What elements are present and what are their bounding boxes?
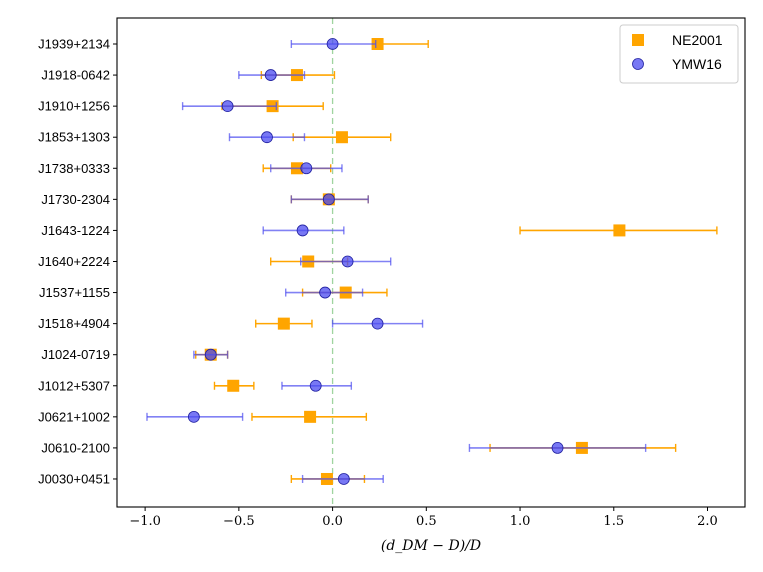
x-tick-label: 0.5 xyxy=(416,514,437,529)
data-point-ymw16 xyxy=(319,286,331,299)
x-axis-label: (d_DM − D)/D xyxy=(381,538,481,554)
legend-marker-ymw16 xyxy=(632,58,644,70)
series-ymw16 xyxy=(146,38,647,485)
data-point-ymw16 xyxy=(204,348,217,361)
y-tick-label: J1939+2134 xyxy=(38,37,110,52)
x-tick-label: −0.5 xyxy=(223,514,255,529)
data-point-ne2001 xyxy=(227,379,240,392)
data-point-ymw16 xyxy=(264,69,277,81)
y-tick-label: J1918-0642 xyxy=(41,68,110,83)
y-tick-label: J1537+1155 xyxy=(39,285,110,300)
data-point-ne2001 xyxy=(277,317,290,330)
y-tick-label: J1518+4904 xyxy=(38,316,110,331)
x-tick-label: 0.0 xyxy=(322,514,343,529)
data-point-ne2001 xyxy=(371,38,384,50)
data-point-ymw16 xyxy=(337,473,350,485)
data-point-ymw16 xyxy=(551,442,564,454)
data-point-ne2001 xyxy=(304,410,317,423)
y-tick-label: J0030+0451 xyxy=(38,471,110,486)
y-tick-label: J0610-2100 xyxy=(41,440,110,455)
legend: NE2001 YMW16 xyxy=(619,24,739,84)
y-tick-label: J1024-0719 xyxy=(41,347,110,362)
legend-label-ne2001: NE2001 xyxy=(672,32,723,48)
data-point-ymw16 xyxy=(187,410,200,423)
data-point-ymw16 xyxy=(221,100,234,113)
y-tick-label: J1643-1224 xyxy=(41,223,110,238)
legend-label-ymw16: YMW16 xyxy=(672,56,722,72)
data-point-ymw16 xyxy=(261,131,273,144)
y-tick-label: J1640+2224 xyxy=(38,254,110,269)
legend-box xyxy=(619,24,739,84)
y-tick-label: J1012+5307 xyxy=(38,378,110,393)
data-point-ymw16 xyxy=(300,162,313,175)
legend-marker-ne2001 xyxy=(632,34,644,46)
y-tick-label: J1730-2304 xyxy=(41,192,110,207)
data-point-ymw16 xyxy=(326,38,339,50)
data-point-ymw16 xyxy=(296,224,309,237)
plot-frame xyxy=(116,17,746,508)
data-point-ymw16 xyxy=(341,255,354,268)
x-tick-label: −1.0 xyxy=(129,514,161,529)
x-tick-label: 1.5 xyxy=(603,514,624,529)
data-point-ne2001 xyxy=(613,224,626,237)
data-point-ymw16 xyxy=(371,317,384,330)
data-point-ne2001 xyxy=(335,131,348,144)
series-ne2001 xyxy=(195,38,718,485)
y-tick-label: J1738+0333 xyxy=(38,161,110,176)
y-tick-label: J1910+1256 xyxy=(38,99,110,114)
data-point-ymw16 xyxy=(309,379,322,392)
x-tick-label: 2.0 xyxy=(697,514,718,529)
data-point-ymw16 xyxy=(322,193,335,206)
y-tick-label: J1853+1303 xyxy=(38,130,110,145)
x-tick-label: 1.0 xyxy=(510,514,531,529)
y-tick-label: J0621+1002 xyxy=(38,409,110,424)
